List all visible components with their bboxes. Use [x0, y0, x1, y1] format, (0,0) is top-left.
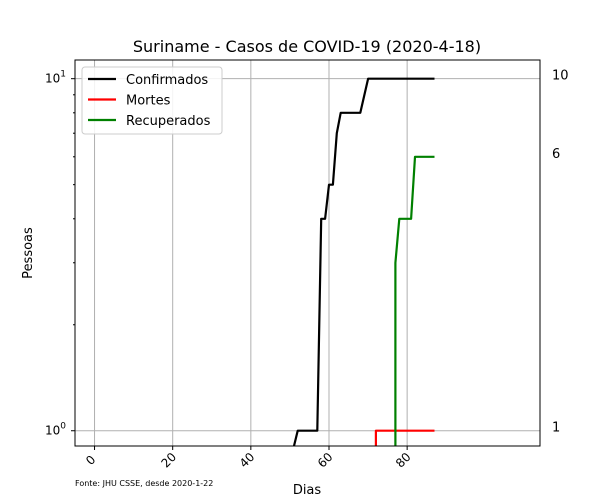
legend-label: Confirmados [126, 73, 208, 88]
legend-box [81, 66, 223, 135]
x-axis-label: Dias [293, 483, 322, 498]
x-tick-label: 20 [159, 450, 180, 471]
legend-label: Mortes [126, 94, 171, 109]
series-line [394, 155, 435, 446]
y-axis-label: Pessoas [21, 227, 36, 279]
legend: Confirmados Mortes Recuperados [81, 66, 223, 135]
x-tick-label: 60 [315, 450, 336, 471]
x-axis-ticks: 0 20 40 60 80 [83, 446, 414, 471]
x-tick-label: 40 [237, 450, 258, 471]
y-axis-ticks: 100 101 [45, 70, 75, 438]
chart-title: Suriname - Casos de COVID-19 (2020-4-18) [133, 37, 481, 56]
right-labels: 10 6 1 [552, 69, 569, 436]
right-value-label: 1 [552, 421, 560, 436]
series-lines [292, 77, 435, 446]
series-line [374, 429, 435, 446]
plot-frame [74, 59, 541, 447]
x-tick-label: 80 [393, 450, 414, 471]
series-line [292, 77, 435, 446]
right-value-label: 6 [552, 147, 560, 162]
right-value-label: 10 [552, 69, 569, 84]
x-tick-label: 0 [83, 453, 98, 468]
source-note: Fonte: JHU CSSE, desde 2020-1-22 [75, 479, 214, 488]
legend-label: Recuperados [126, 114, 211, 129]
y-tick-label: 101 [45, 70, 66, 86]
y-tick-label: 100 [45, 422, 66, 438]
